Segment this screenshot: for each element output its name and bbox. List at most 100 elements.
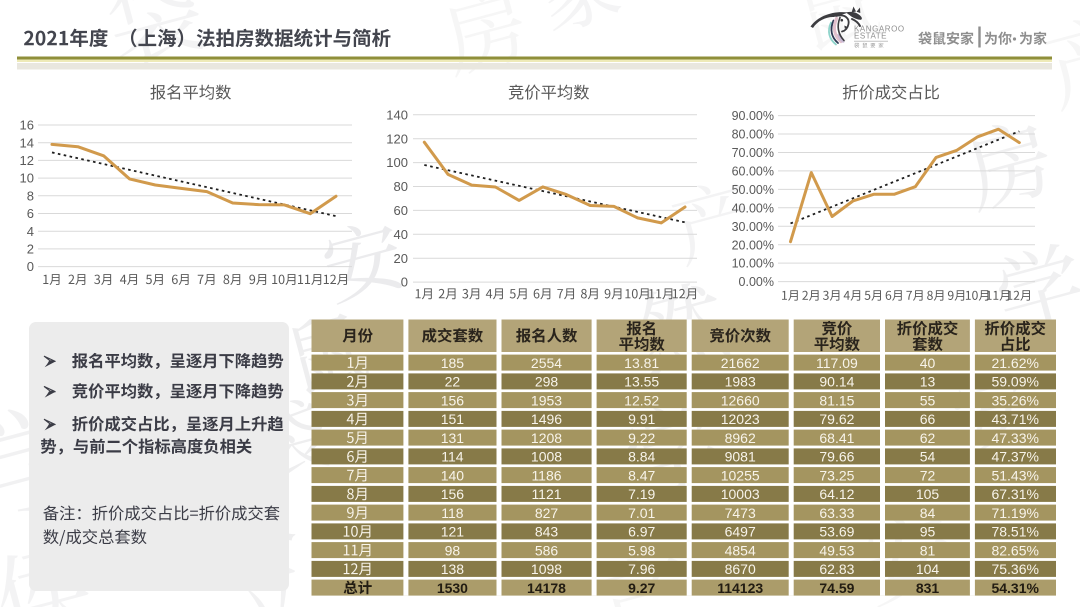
svg-text:2: 2	[27, 242, 34, 257]
svg-text:156: 156	[441, 486, 465, 502]
svg-text:21662: 21662	[721, 355, 760, 371]
svg-text:9.27: 9.27	[628, 580, 655, 596]
svg-text:51.43%: 51.43%	[991, 467, 1038, 483]
svg-text:35.26%: 35.26%	[991, 392, 1038, 408]
svg-text:1186: 1186	[531, 467, 561, 483]
svg-text:8962: 8962	[725, 430, 756, 446]
svg-text:82.65%: 82.65%	[991, 542, 1038, 558]
svg-text:6: 6	[27, 206, 34, 221]
svg-text:131: 131	[441, 430, 465, 446]
svg-text:100: 100	[386, 155, 408, 170]
svg-text:62: 62	[920, 430, 936, 446]
svg-text:81: 81	[920, 542, 936, 558]
svg-text:ESTATE: ESTATE	[854, 32, 887, 41]
svg-text:22: 22	[445, 374, 461, 390]
svg-text:121: 121	[441, 524, 465, 540]
svg-text:12660: 12660	[721, 392, 760, 408]
svg-text:7.96: 7.96	[628, 561, 655, 577]
svg-text:0: 0	[401, 275, 408, 290]
svg-text:7473: 7473	[725, 505, 756, 521]
svg-text:75.36%: 75.36%	[991, 561, 1038, 577]
svg-text:10.00%: 10.00%	[732, 257, 774, 271]
svg-text:140: 140	[386, 107, 408, 122]
svg-text:138: 138	[441, 561, 465, 577]
svg-text:831: 831	[916, 580, 940, 596]
svg-text:2554: 2554	[531, 355, 562, 371]
svg-text:298: 298	[535, 374, 559, 390]
svg-text:KANGAROO: KANGAROO	[854, 24, 905, 33]
svg-text:1496: 1496	[531, 411, 562, 427]
svg-text:59.09%: 59.09%	[991, 374, 1038, 390]
svg-text:104: 104	[916, 561, 940, 577]
svg-text:4854: 4854	[725, 542, 756, 558]
svg-text:9081: 9081	[725, 449, 756, 465]
svg-text:84: 84	[920, 505, 936, 521]
svg-text:1008: 1008	[531, 449, 562, 465]
svg-text:79.66: 79.66	[819, 449, 854, 465]
svg-text:14178: 14178	[527, 580, 566, 596]
svg-text:8.84: 8.84	[628, 449, 655, 465]
svg-text:10255: 10255	[721, 467, 760, 483]
svg-text:1530: 1530	[437, 580, 468, 596]
svg-text:120: 120	[386, 131, 408, 146]
svg-text:0: 0	[27, 259, 34, 274]
svg-text:53.69: 53.69	[819, 524, 854, 540]
svg-text:13.55: 13.55	[624, 374, 659, 390]
svg-text:66: 66	[920, 411, 936, 427]
svg-text:60.00%: 60.00%	[732, 165, 774, 179]
svg-text:10003: 10003	[721, 486, 760, 502]
svg-text:1983: 1983	[725, 374, 756, 390]
svg-text:90.14: 90.14	[819, 374, 854, 390]
svg-text:827: 827	[535, 505, 559, 521]
svg-text:12: 12	[20, 153, 34, 168]
svg-text:7.01: 7.01	[628, 505, 655, 521]
svg-text:40: 40	[920, 355, 936, 371]
svg-text:1953: 1953	[531, 392, 562, 408]
svg-text:72: 72	[920, 467, 936, 483]
svg-text:114: 114	[441, 449, 464, 465]
svg-text:60: 60	[394, 203, 408, 218]
svg-text:20.00%: 20.00%	[732, 238, 774, 252]
svg-text:1208: 1208	[531, 430, 562, 446]
svg-text:12.52: 12.52	[624, 392, 659, 408]
svg-text:70.00%: 70.00%	[732, 146, 774, 160]
svg-text:1098: 1098	[531, 561, 562, 577]
svg-text:98: 98	[445, 542, 461, 558]
svg-text:151: 151	[441, 411, 465, 427]
svg-text:117.09: 117.09	[816, 355, 858, 371]
svg-text:40.00%: 40.00%	[732, 201, 774, 215]
svg-text:105: 105	[916, 486, 940, 502]
svg-text:50.00%: 50.00%	[732, 183, 774, 197]
svg-text:80.00%: 80.00%	[732, 128, 774, 142]
svg-text:79.62: 79.62	[819, 411, 854, 427]
svg-text:16: 16	[20, 118, 34, 133]
svg-text:67.31%: 67.31%	[991, 486, 1038, 502]
svg-text:140: 140	[441, 467, 465, 483]
svg-text:8: 8	[27, 188, 34, 203]
svg-text:6497: 6497	[725, 524, 756, 540]
svg-text:843: 843	[535, 524, 559, 540]
svg-text:54.31%: 54.31%	[991, 580, 1039, 596]
svg-text:185: 185	[441, 355, 465, 371]
svg-text:114123: 114123	[717, 580, 763, 596]
svg-text:95: 95	[920, 524, 936, 540]
svg-text:54: 54	[920, 449, 936, 465]
svg-text:1121: 1121	[531, 486, 561, 502]
svg-text:63.33: 63.33	[819, 505, 854, 521]
svg-text:21.62%: 21.62%	[991, 355, 1038, 371]
svg-text:9.91: 9.91	[628, 411, 655, 427]
svg-text:5.98: 5.98	[628, 542, 655, 558]
svg-text:62.83: 62.83	[819, 561, 854, 577]
svg-text:4: 4	[27, 224, 34, 239]
svg-text:12023: 12023	[721, 411, 760, 427]
svg-text:71.19%: 71.19%	[991, 505, 1038, 521]
svg-text:10: 10	[20, 171, 34, 186]
svg-text:73.25: 73.25	[819, 467, 854, 483]
svg-text:47.33%: 47.33%	[991, 430, 1038, 446]
svg-text:78.51%: 78.51%	[991, 524, 1038, 540]
svg-text:0.00%: 0.00%	[739, 275, 774, 289]
svg-text:64.12: 64.12	[819, 486, 854, 502]
svg-text:586: 586	[535, 542, 559, 558]
svg-text:43.71%: 43.71%	[991, 411, 1038, 427]
svg-text:47.37%: 47.37%	[991, 449, 1038, 465]
